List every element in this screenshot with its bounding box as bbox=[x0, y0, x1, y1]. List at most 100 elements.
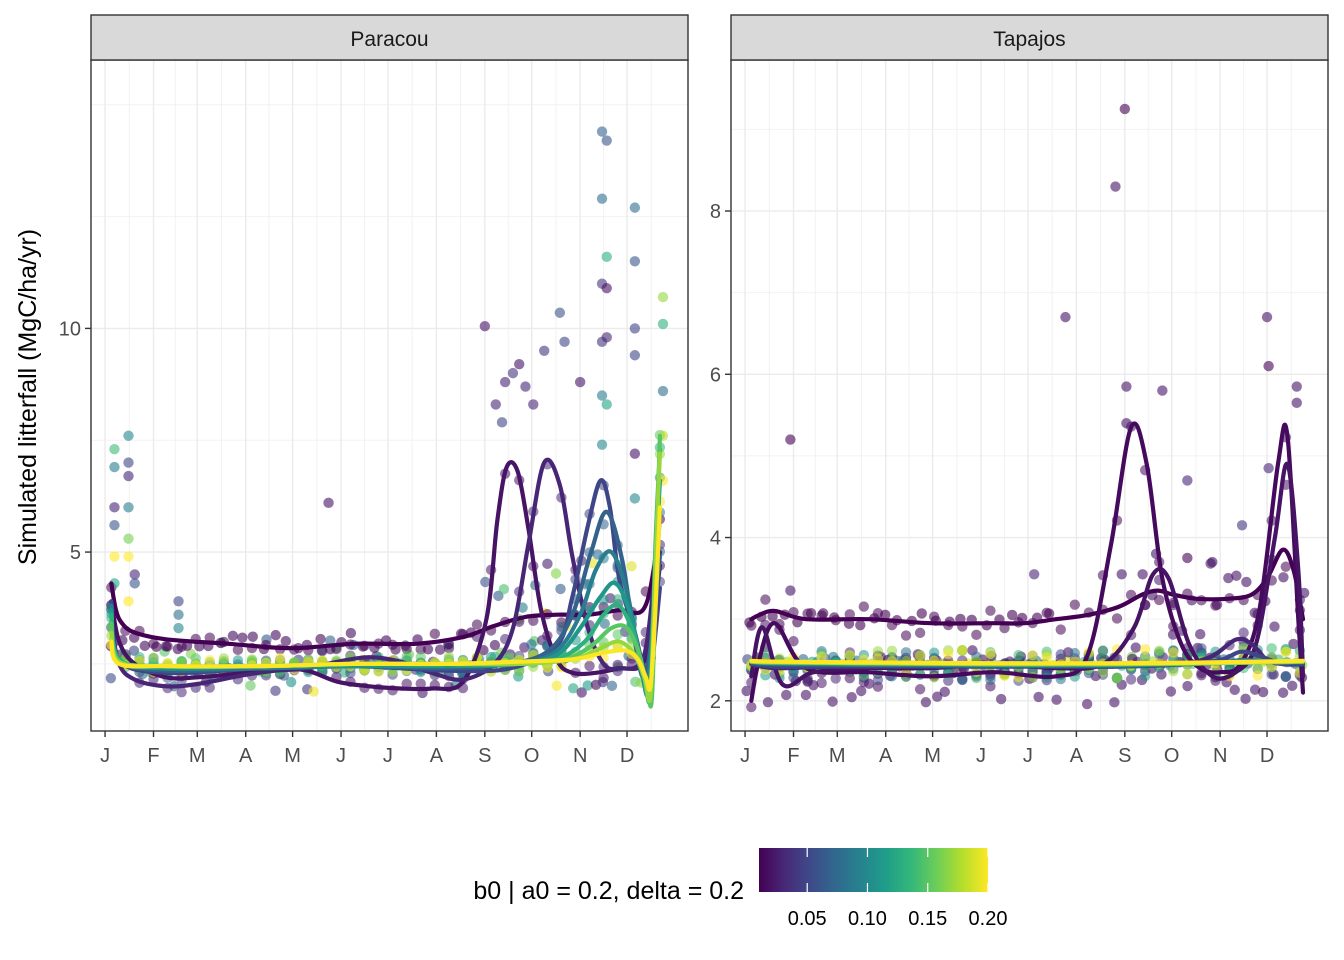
data-point bbox=[554, 307, 566, 318]
data-point bbox=[612, 629, 623, 640]
data-point bbox=[1097, 666, 1109, 678]
x-tick-label: N bbox=[1213, 745, 1227, 767]
data-point bbox=[957, 645, 968, 656]
data-point bbox=[1081, 698, 1093, 710]
data-point bbox=[550, 568, 562, 579]
data-point bbox=[245, 680, 256, 691]
smooth-line bbox=[749, 658, 1306, 666]
data-point bbox=[227, 630, 239, 642]
data-point bbox=[1028, 569, 1040, 580]
data-point bbox=[434, 644, 446, 655]
data-point bbox=[601, 332, 612, 343]
data-point bbox=[173, 609, 184, 620]
data-point bbox=[1252, 662, 1263, 673]
y-tick-label: 2 bbox=[710, 691, 721, 713]
data-point bbox=[123, 533, 134, 544]
data-point bbox=[629, 323, 641, 334]
data-point bbox=[800, 689, 812, 701]
colorbar bbox=[759, 848, 988, 892]
data-point bbox=[872, 674, 884, 686]
data-point bbox=[971, 629, 982, 641]
data-point bbox=[576, 687, 587, 698]
data-point bbox=[109, 461, 120, 473]
data-point bbox=[247, 631, 258, 642]
data-point bbox=[443, 651, 455, 662]
data-point bbox=[596, 439, 608, 450]
data-point bbox=[1137, 569, 1148, 580]
data-point bbox=[596, 193, 608, 204]
data-point bbox=[1111, 673, 1123, 684]
data-point bbox=[123, 470, 134, 482]
data-point bbox=[1154, 594, 1165, 606]
smooth-line bbox=[109, 505, 662, 693]
data-point bbox=[1168, 647, 1179, 658]
data-point bbox=[401, 678, 412, 690]
x-tick-label: J bbox=[1023, 745, 1033, 767]
data-point bbox=[274, 652, 286, 664]
data-point bbox=[1287, 680, 1298, 692]
data-point bbox=[1280, 646, 1292, 658]
data-point bbox=[1278, 572, 1289, 583]
data-point bbox=[816, 677, 827, 689]
data-point bbox=[601, 399, 612, 410]
x-tick-label: M bbox=[924, 745, 941, 767]
data-point bbox=[1263, 462, 1274, 474]
data-point bbox=[173, 596, 184, 607]
facet-strip bbox=[90, 14, 689, 61]
data-point bbox=[1109, 697, 1120, 708]
data-point bbox=[932, 691, 943, 702]
data-point bbox=[1236, 520, 1248, 531]
data-point bbox=[1261, 311, 1273, 323]
data-point bbox=[568, 683, 579, 694]
data-point bbox=[270, 685, 281, 697]
data-point bbox=[995, 693, 1007, 705]
data-point bbox=[760, 594, 771, 605]
data-point bbox=[285, 676, 297, 688]
x-tick-label: O bbox=[524, 745, 540, 767]
data-point bbox=[767, 611, 778, 622]
data-point bbox=[422, 644, 434, 655]
data-point bbox=[1231, 570, 1242, 581]
x-tick-label: A bbox=[1070, 745, 1084, 767]
x-tick-label: J bbox=[976, 745, 986, 767]
data-point bbox=[123, 551, 134, 562]
data-point bbox=[1041, 607, 1052, 619]
x-tick-label: F bbox=[787, 745, 799, 767]
y-tick-label: 10 bbox=[59, 318, 81, 340]
data-point bbox=[1249, 684, 1261, 695]
data-point bbox=[148, 652, 159, 663]
data-point bbox=[173, 622, 184, 634]
data-point bbox=[626, 560, 637, 572]
x-tick-label: O bbox=[1164, 745, 1180, 767]
data-point bbox=[526, 639, 537, 650]
data-point bbox=[129, 578, 140, 589]
data-point bbox=[323, 497, 334, 509]
data-point bbox=[109, 443, 120, 455]
data-point bbox=[129, 569, 140, 580]
data-point bbox=[1223, 572, 1234, 584]
data-point bbox=[629, 256, 641, 267]
data-point bbox=[1165, 686, 1177, 697]
data-point bbox=[162, 641, 173, 652]
data-point bbox=[480, 576, 491, 588]
data-point bbox=[1277, 687, 1289, 698]
data-point bbox=[499, 376, 511, 388]
data-point bbox=[928, 647, 940, 658]
legend-title: b0 | a0 = 0.2, delta = 0.2 bbox=[473, 877, 744, 905]
data-point bbox=[109, 502, 120, 513]
data-point bbox=[1060, 311, 1071, 323]
data-point bbox=[985, 648, 996, 660]
smooth-line bbox=[749, 421, 1306, 703]
data-point bbox=[1119, 103, 1131, 115]
facet-strip bbox=[730, 14, 1329, 61]
data-point bbox=[900, 630, 912, 641]
data-point bbox=[601, 135, 612, 146]
data-point bbox=[1182, 680, 1193, 692]
data-point bbox=[345, 627, 357, 639]
data-point bbox=[1033, 691, 1044, 703]
data-point bbox=[957, 674, 968, 685]
data-point bbox=[606, 680, 618, 692]
data-point bbox=[1263, 360, 1274, 372]
data-point bbox=[1139, 644, 1151, 655]
